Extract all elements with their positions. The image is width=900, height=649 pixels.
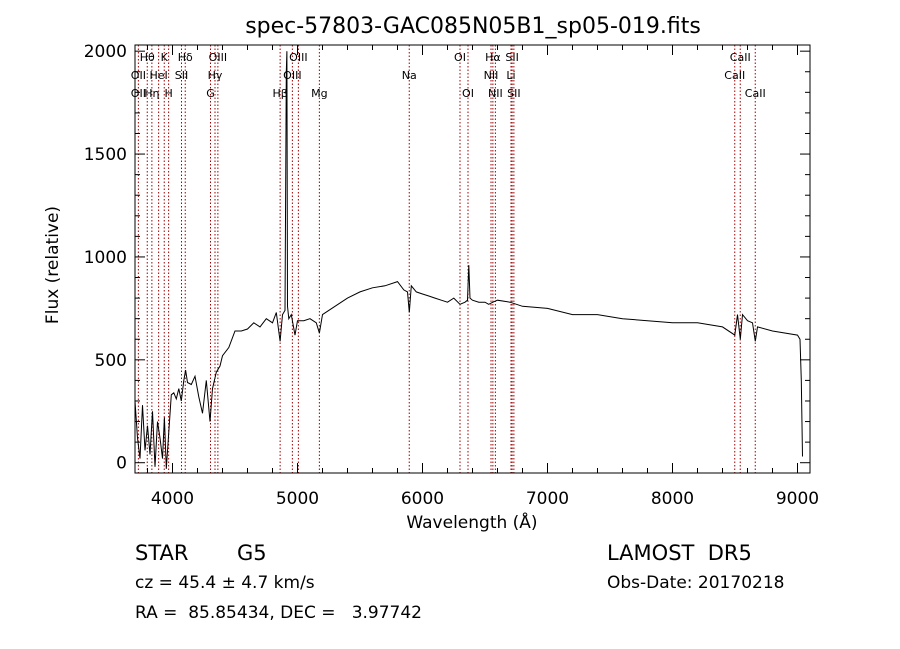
line-label-21: NII <box>484 69 499 82</box>
survey-label: LAMOST DR5 <box>607 541 752 565</box>
line-label-9: OIII <box>209 51 227 64</box>
line-label-23: NII <box>488 87 503 100</box>
y-tick-label-1500: 1500 <box>84 145 127 165</box>
x-tick-label-6000: 6000 <box>401 489 444 509</box>
line-label-18: OI <box>462 87 474 100</box>
line-label-5: Hη <box>144 87 159 100</box>
line-label-22: Li <box>506 69 515 82</box>
line-label-14: OIII <box>283 69 301 82</box>
coordinates-label: RA = 85.85434, DEC = 3.97742 <box>135 603 422 623</box>
y-axis-ticks: 0 500 1000 1500 2000 <box>84 42 810 474</box>
x-tick-label-8000: 8000 <box>651 489 694 509</box>
subclass-label: G5 <box>237 541 267 565</box>
line-label-16: Na <box>402 69 417 82</box>
line-label-11: G <box>206 87 215 100</box>
line-label-25: CaII <box>730 51 751 64</box>
obs-date-label: Obs-Date: 20170218 <box>607 573 785 593</box>
x-tick-label-7000: 7000 <box>526 489 569 509</box>
line-label-15: Mg <box>311 87 327 100</box>
x-axis-label: Wavelength (Å) <box>406 511 537 533</box>
object-class-label: STAR <box>135 541 189 565</box>
spectrum-series-line <box>134 51 803 469</box>
line-label-20: SII <box>505 51 518 64</box>
line-label-26: CaII <box>724 69 745 82</box>
chart-title: spec-57803-GAC085N05B1_sp05-019.fits <box>245 14 701 39</box>
y-tick-label-1000: 1000 <box>84 248 127 268</box>
line-label-24: SII <box>507 87 520 100</box>
y-tick-label-2000: 2000 <box>84 42 127 62</box>
y-axis-label: Flux (relative) <box>43 206 63 324</box>
redshift-label: cz = 45.4 ± 4.7 km/s <box>135 573 315 593</box>
line-label-4: HeI <box>149 69 167 82</box>
line-label-19: Hα <box>485 51 501 64</box>
line-label-27: CaII <box>745 87 766 100</box>
line-label-7: Hδ <box>178 51 193 64</box>
y-tick-label-500: 500 <box>95 351 127 371</box>
line-label-0: Hθ <box>140 51 155 64</box>
x-tick-label-5000: 5000 <box>276 489 319 509</box>
y-tick-label-0: 0 <box>116 454 127 474</box>
line-label-12: Hβ <box>272 87 287 100</box>
emission-line-markers <box>137 45 756 473</box>
line-label-13: OIII <box>289 51 307 64</box>
line-label-3: K <box>161 51 169 64</box>
plot-frame <box>134 44 811 474</box>
x-tick-label-9000: 9000 <box>776 489 819 509</box>
x-axis-ticks: 4000 5000 6000 7000 8000 9000 <box>147 45 819 509</box>
x-tick-label-4000: 4000 <box>151 489 194 509</box>
line-label-1: OII <box>131 69 146 82</box>
line-label-10: Hγ <box>208 69 223 82</box>
line-label-6: H <box>164 87 172 100</box>
line-label-17: OI <box>454 51 466 64</box>
line-label-8: SII <box>175 69 188 82</box>
